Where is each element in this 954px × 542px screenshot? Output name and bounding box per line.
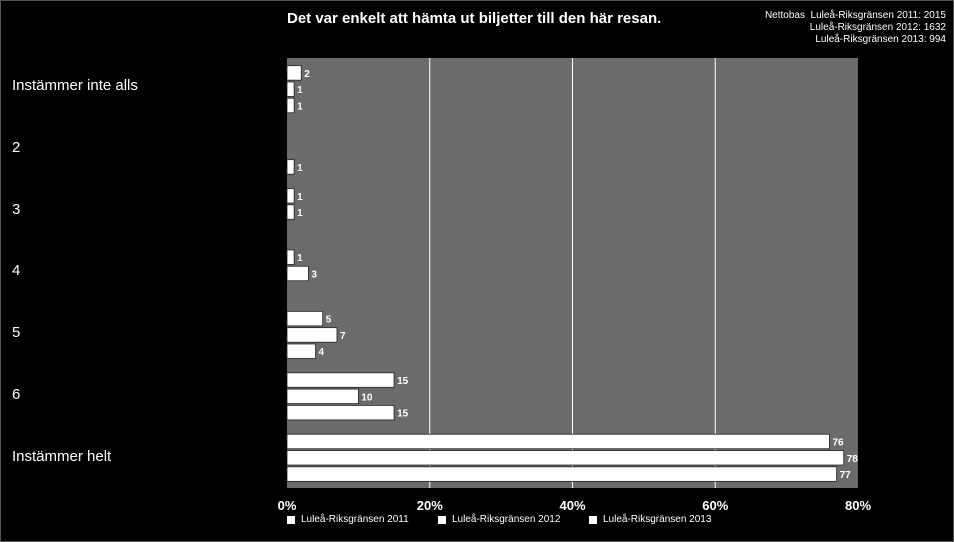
netto-line-3: Luleå-Riksgränsen 2013: 994 (815, 34, 946, 45)
bar (286, 159, 295, 175)
data-label: 76 (832, 437, 844, 448)
category-label: 6 (12, 386, 21, 403)
legend-label: Luleå-Riksgränsen 2013 (603, 514, 712, 525)
legend-label: Luleå-Riksgränsen 2011 (301, 514, 409, 525)
data-label: 2 (304, 69, 310, 80)
bar (286, 204, 295, 220)
data-label: 1 (297, 192, 303, 203)
legend-swatch (589, 515, 597, 524)
x-tick-label: 0% (278, 498, 297, 513)
legend-label: Luleå-Riksgränsen 2012 (452, 514, 561, 525)
data-label: 10 (361, 392, 373, 403)
bar (286, 65, 302, 81)
legend-item-2011: Luleå-Riksgränsen 2011 (287, 514, 409, 525)
bar (286, 388, 359, 405)
bar (286, 405, 395, 421)
legend-item-2013: Luleå-Riksgränsen 2013 (589, 514, 711, 525)
category-label: 2 (12, 139, 21, 156)
data-label: 77 (840, 470, 852, 481)
bar (286, 81, 295, 97)
bar (286, 188, 295, 204)
data-label: 7 (340, 331, 346, 342)
data-label: 1 (297, 85, 303, 96)
legend-item-2012: Luleå-Riksgränsen 2012 (438, 514, 560, 525)
bar (286, 372, 395, 388)
x-tick-label: 80% (845, 498, 871, 513)
netto-line-2: Luleå-Riksgränsen 2012: 1632 (809, 22, 946, 33)
bar (286, 466, 837, 482)
chart-title: Det var enkelt att hämta ut biljetter ti… (287, 10, 662, 27)
x-tick-label: 60% (702, 498, 728, 513)
category-label: Instämmer inte alls (12, 77, 138, 94)
data-label: 15 (397, 376, 409, 387)
x-tick-label: 20% (417, 498, 443, 513)
data-label: 5 (326, 315, 332, 326)
data-label: 78 (847, 454, 859, 465)
data-label: 4 (319, 347, 325, 358)
data-label: 15 (397, 409, 409, 420)
data-label: 3 (311, 270, 317, 281)
bar (286, 310, 324, 327)
bar (286, 97, 295, 114)
netto-line-1: Nettobas Luleå-Riksgränsen 2011: 2015 (765, 10, 946, 22)
data-label: 1 (297, 102, 303, 113)
category-label: 4 (12, 262, 21, 279)
category-label: Instämmer helt (12, 448, 112, 465)
data-label: 1 (297, 163, 303, 174)
bar (286, 265, 309, 282)
bar (286, 343, 316, 359)
data-label: 1 (297, 253, 303, 264)
bar (286, 450, 845, 466)
x-tick-label: 40% (559, 498, 585, 513)
legend-swatch (287, 515, 295, 524)
netto-value-2011: Luleå-Riksgränsen 2011: 2015 (810, 10, 946, 21)
netto-box: Nettobas Luleå-Riksgränsen 2011: 2015 Lu… (765, 10, 946, 46)
category-label: 3 (12, 201, 21, 218)
bar (286, 433, 830, 450)
legend-swatch (438, 515, 446, 524)
category-label: 5 (12, 324, 21, 341)
netto-label: Nettobas (764, 10, 805, 21)
bar (286, 249, 295, 265)
data-label: 1 (297, 208, 303, 219)
bar (286, 327, 338, 343)
